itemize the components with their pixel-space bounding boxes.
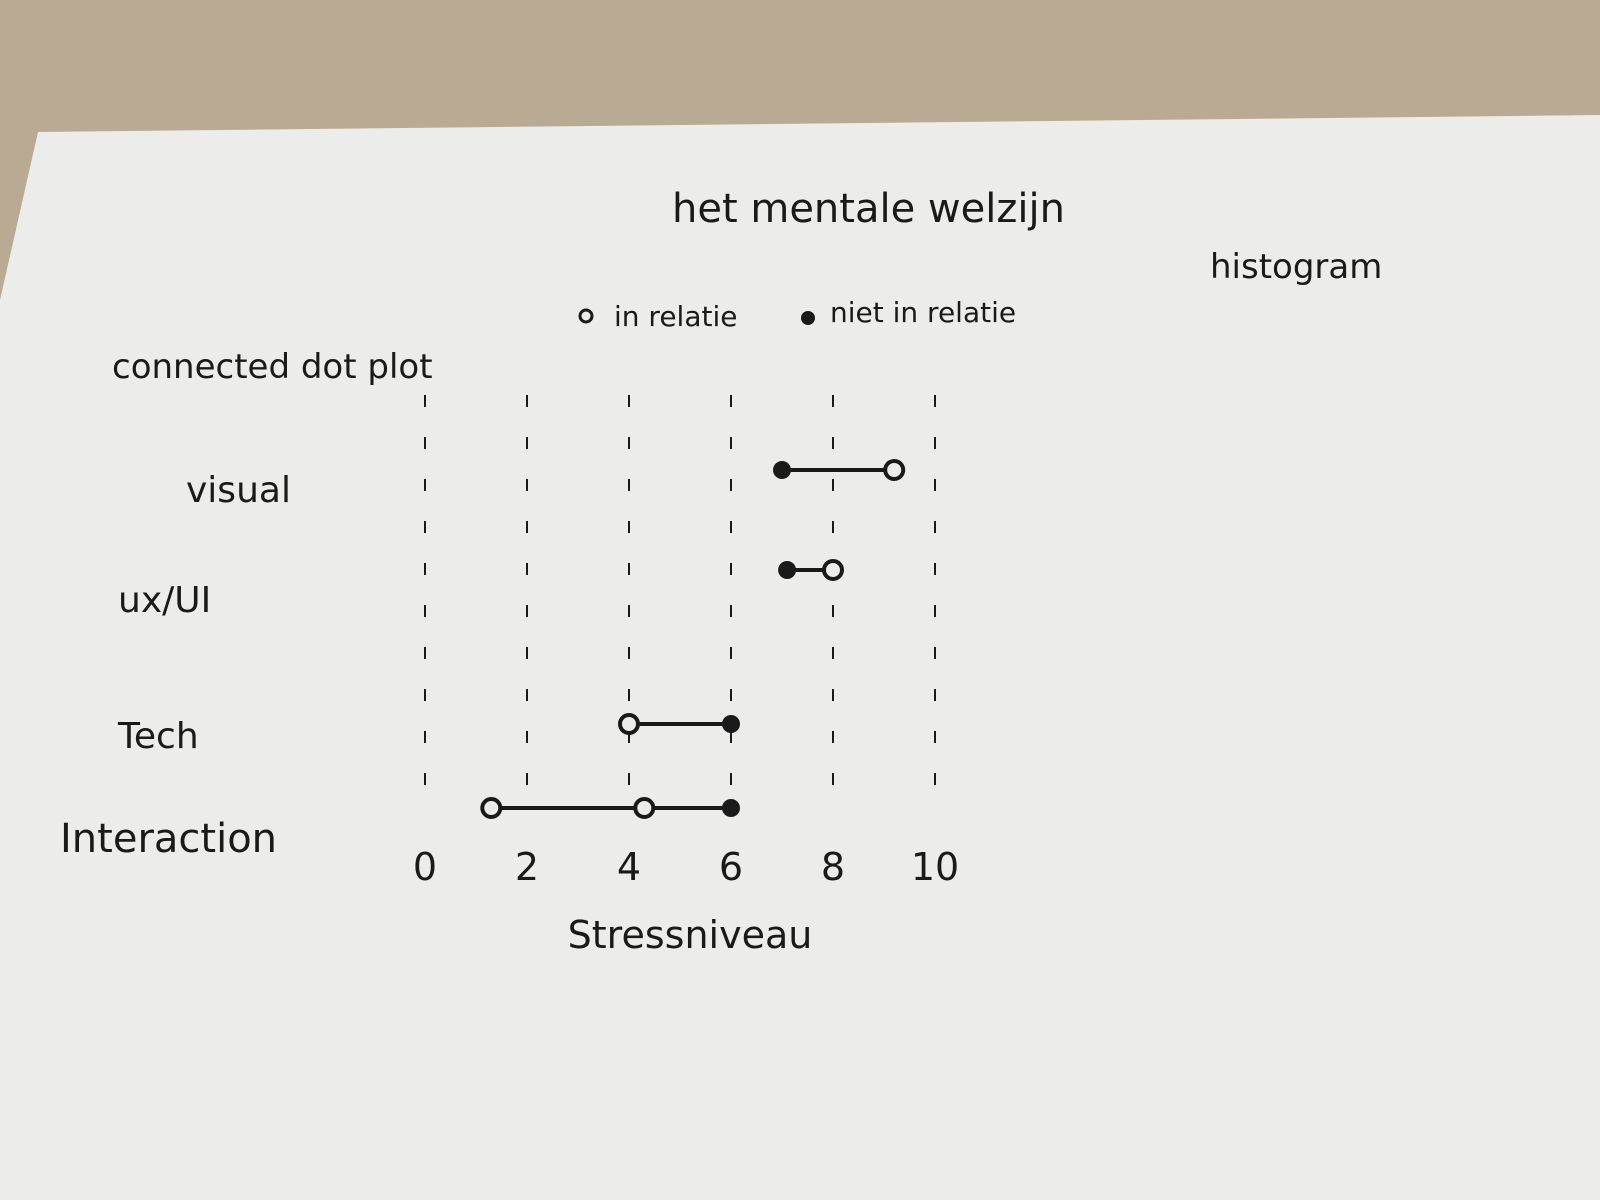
x-tick-label-0: 0 [413, 845, 437, 889]
connected-dot-plot-note: connected dot plot [112, 347, 433, 387]
point-niet-in-relatie-Tech [722, 715, 740, 733]
legend: in relatie niet in relatie [578, 296, 1016, 333]
x-tick-label-6: 6 [719, 845, 743, 889]
x-tick-label-4: 4 [617, 845, 641, 889]
category-label-interaction: Interaction [60, 816, 277, 862]
point-niet-in-relatie-Interaction [722, 799, 740, 817]
x-tick-label-2: 2 [515, 845, 539, 889]
point-extra-0 [633, 797, 656, 819]
category-labels: visual ux/UI Tech Interaction [60, 470, 291, 862]
point-in-relatie-Interaction [480, 797, 503, 819]
x-tick-labels: 0 2 4 6 8 10 [413, 845, 959, 889]
x-tick-label-10: 10 [911, 845, 959, 889]
category-label-ux-ui: ux/UI [118, 580, 211, 621]
chart-title: het mentale welzijn [672, 186, 1065, 232]
legend-label-niet-in-relatie: niet in relatie [830, 296, 1016, 329]
point-in-relatie-ux/UI [822, 559, 844, 581]
category-label-visual: visual [186, 470, 291, 511]
point-niet-in-relatie-ux/UI [778, 561, 797, 579]
point-in-relatie-visual [883, 459, 906, 481]
histogram-note: histogram [1210, 247, 1382, 287]
legend-open-circle-icon [578, 308, 594, 324]
legend-filled-circle-icon [801, 311, 815, 325]
x-tick-label-8: 8 [821, 845, 845, 889]
paper-sheet [0, 115, 1600, 1200]
category-label-tech: Tech [117, 716, 199, 757]
legend-label-in-relatie: in relatie [614, 300, 737, 333]
data-points [480, 459, 906, 819]
x-axis-label: Stressniveau [568, 913, 813, 957]
point-in-relatie-Tech [618, 713, 640, 735]
point-niet-in-relatie-visual [773, 461, 791, 479]
